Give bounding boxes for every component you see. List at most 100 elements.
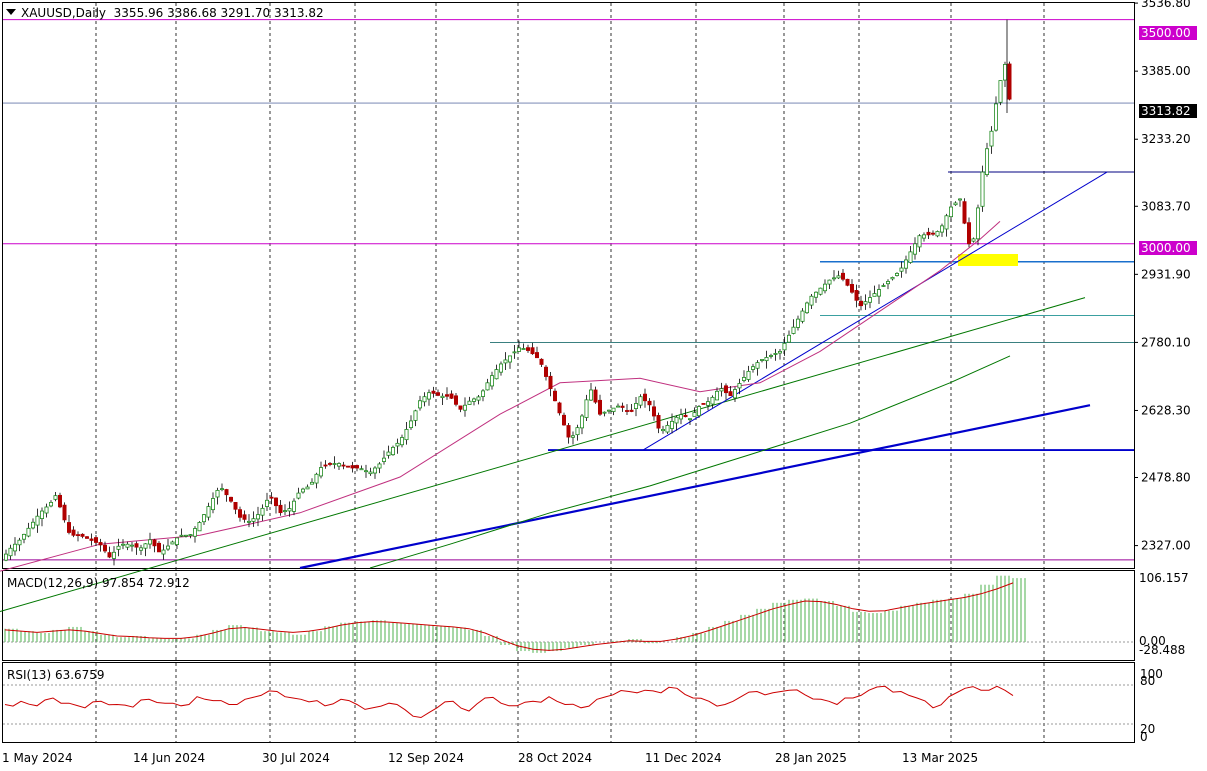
candle-bull <box>737 383 742 389</box>
candle-bear <box>926 231 931 236</box>
candle-bull <box>796 318 801 328</box>
candle-bear <box>103 544 108 552</box>
candle-bear <box>107 552 112 558</box>
candle-bull <box>922 234 927 239</box>
candle-bull <box>760 359 765 361</box>
rsi-label: RSI(13) 63.6759 <box>7 668 105 682</box>
candle-bull <box>503 359 508 364</box>
candle-bull <box>827 279 832 285</box>
candle-bear <box>89 538 94 541</box>
candle-bear <box>233 502 238 510</box>
candle-bull <box>917 235 922 248</box>
candle-bull <box>877 289 882 297</box>
candle-bull <box>206 506 211 518</box>
candle-bear <box>350 465 355 469</box>
candle-bull <box>17 539 22 546</box>
candle-bull <box>116 545 121 550</box>
candle-bull <box>913 243 918 255</box>
candle-bull <box>197 522 202 532</box>
candle-bull <box>782 342 787 351</box>
macd-axis: 106.157 0.00-28.488 <box>1139 571 1189 657</box>
candle-bear <box>530 347 535 355</box>
candle-bull <box>377 463 382 469</box>
candle-bear <box>526 347 531 351</box>
candle-bull <box>989 130 994 147</box>
rsi-panel-frame <box>2 662 1135 743</box>
candle-bear <box>444 394 449 397</box>
macd-tick-label: 106.157 <box>1139 571 1189 585</box>
candle-bull <box>908 251 913 263</box>
candle-bull <box>697 406 702 417</box>
candle-bull <box>584 399 589 418</box>
candle-bull <box>719 388 724 392</box>
candle-bear <box>593 389 598 403</box>
candle-bear <box>431 390 436 394</box>
candle-bull <box>112 551 117 559</box>
candle-bull <box>318 467 323 477</box>
candle-bull <box>309 481 314 485</box>
candle-bear <box>435 392 440 396</box>
candle-bull <box>746 370 751 380</box>
candle-bull <box>296 492 301 499</box>
candle-bull <box>1003 64 1008 81</box>
candle-bear <box>67 522 72 533</box>
candle-bear <box>931 232 936 235</box>
candle-bull <box>395 442 400 447</box>
price-axis: 3536.80 3385.00 3233.20 3083.70 2931.90 2780.… <box>1134 0 1191 553</box>
candle-bull <box>12 543 17 552</box>
candle-bear <box>76 534 81 537</box>
trend-line[interactable] <box>299 404 1091 570</box>
candle-bull <box>215 490 220 498</box>
candle-bull <box>125 543 130 548</box>
candle-bull <box>944 215 949 230</box>
candle-bull <box>602 411 607 414</box>
candle-bull <box>201 514 206 523</box>
candle-bull <box>300 488 305 493</box>
candle-bull <box>778 351 783 354</box>
candle-bear <box>228 496 233 502</box>
candle-bear <box>625 410 630 412</box>
price-tick-label: 3083.70 <box>1141 199 1191 213</box>
candle-bull <box>476 396 481 401</box>
candle-bull <box>742 377 747 381</box>
candle-bear <box>354 465 359 469</box>
trend-line[interactable] <box>0 297 1086 612</box>
candle-bull <box>121 543 126 546</box>
rsi-tick-label: 0 <box>1140 730 1148 744</box>
price-tick-label: 2931.90 <box>1141 267 1191 281</box>
candle-bear <box>1007 63 1012 100</box>
candle-bull <box>210 498 215 511</box>
candle-bull <box>264 499 269 507</box>
candle-bull <box>665 425 670 433</box>
candle-bull <box>408 420 413 429</box>
candle-bear <box>71 529 76 536</box>
candle-bull <box>805 302 810 314</box>
candle-bear <box>242 514 247 520</box>
price-tick-label: 2780.10 <box>1141 335 1191 349</box>
candle-bull <box>282 510 287 513</box>
macd-signal-line <box>4 582 1014 651</box>
symbol-dropdown-icon[interactable] <box>6 9 16 15</box>
ma-green-line <box>369 355 1011 569</box>
candle-bull <box>904 259 909 269</box>
candle-bull <box>174 537 179 546</box>
rsi-tick-label: 20 <box>1140 722 1155 736</box>
candle-bull <box>661 429 666 432</box>
candle-bear <box>85 536 90 539</box>
trend-line[interactable] <box>642 171 1108 451</box>
candle-bull <box>787 334 792 343</box>
candle-bear <box>850 284 855 293</box>
candle-bear <box>327 463 332 465</box>
candle-bull <box>489 375 494 387</box>
date-tick-label: 11 Dec 2024 <box>645 751 722 765</box>
candle-bull <box>958 198 963 201</box>
candle-bull <box>679 414 684 420</box>
candle-bull <box>30 521 35 529</box>
candle-bear <box>345 465 350 468</box>
candle-bull <box>390 446 395 456</box>
candle-bull <box>381 457 386 462</box>
date-tick-label: 13 Mar 2025 <box>902 751 978 765</box>
candle-bull <box>129 544 134 547</box>
candle-bear <box>652 406 657 417</box>
candle-bull <box>791 326 796 334</box>
